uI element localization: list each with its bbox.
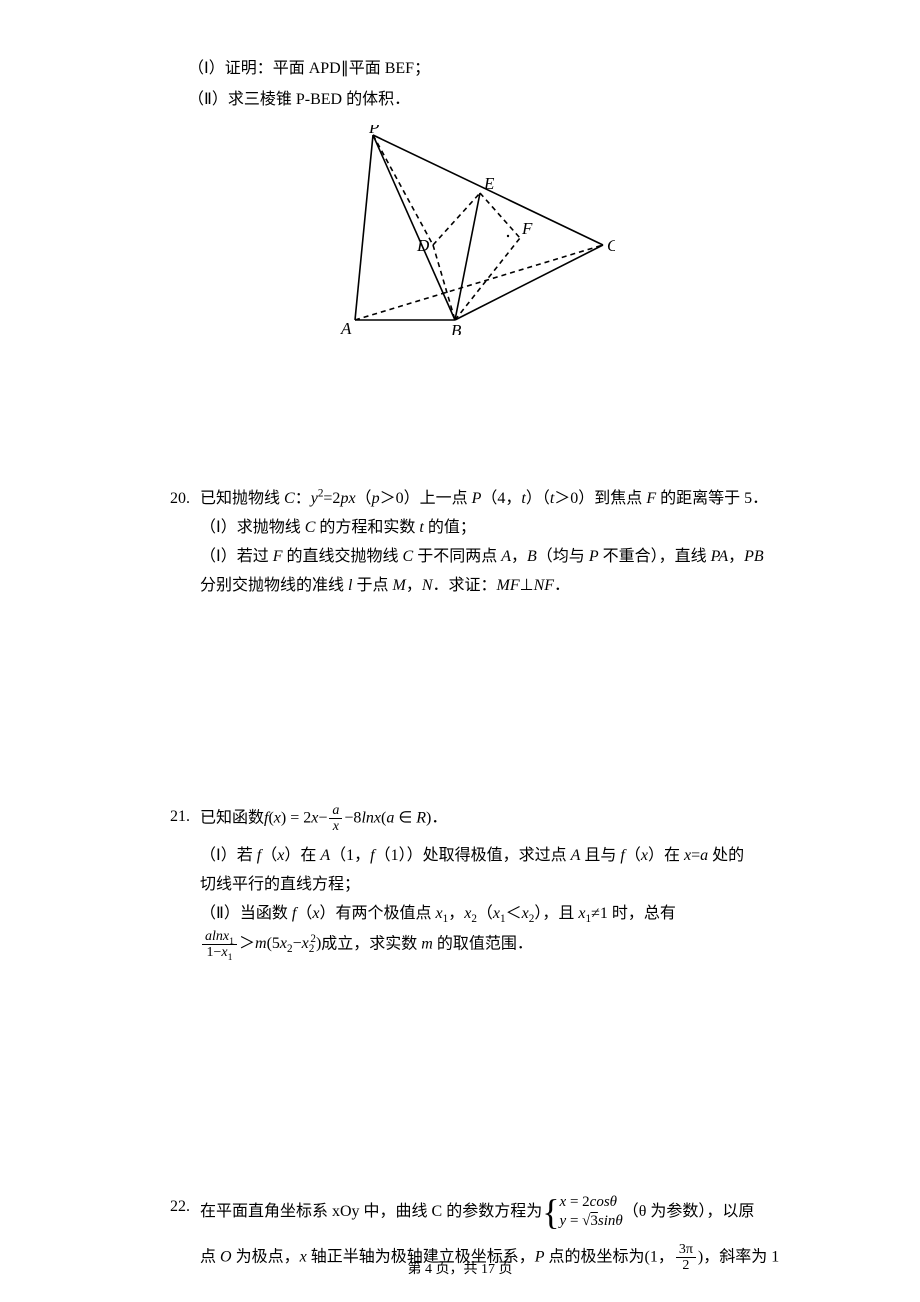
q22-lead-post: （θ 为参数），以原 — [623, 1203, 755, 1220]
svg-text:E: E — [483, 174, 495, 193]
q20-body: 已知抛物线 C：y2=2px（p＞0）上一点 P（4，t）（t＞0）到焦点 F … — [200, 485, 780, 600]
q19-figure: P E F C D A B — [160, 125, 780, 346]
svg-text:A: A — [340, 319, 352, 335]
q21-number: 21. — [160, 803, 190, 832]
q22-number: 22. — [160, 1193, 190, 1222]
q20-part2a: （Ⅰ）若过 F 的直线交抛物线 C 于不同两点 A，B（均与 P 不重合），直线… — [200, 543, 780, 572]
q20-number: 20. — [160, 485, 190, 514]
q20-part1: （Ⅰ）求抛物线 C 的方程和实数 t 的值； — [200, 514, 780, 543]
q21-part1b: 切线平行的直线方程； — [200, 871, 780, 900]
q19-geometry-svg: P E F C D A B — [325, 125, 615, 335]
svg-text:B: B — [451, 321, 462, 335]
q19-part1-text: （Ⅰ）证明：平面 APD∥平面 BEF； — [188, 60, 430, 77]
q21-lead: 已知函数f(x) = 2x−ax−8lnx(a ∈ R)． — [200, 803, 780, 835]
q19-part1: （Ⅰ）证明：平面 APD∥平面 BEF； — [160, 55, 780, 84]
q21-part2b: alnx11−x1＞m(5x2−x22)成立，求实数 m 的取值范围． — [200, 929, 780, 961]
problem-20: 20. 已知抛物线 C：y2=2px（p＞0）上一点 P（4，t）（t＞0）到焦… — [160, 485, 780, 600]
svg-text:P: P — [368, 125, 379, 137]
svg-text:F: F — [521, 219, 533, 238]
q21-frac-den: x — [329, 819, 342, 834]
svg-text:D: D — [416, 236, 430, 255]
q22-param-block: x = 2cosθ y = √3sinθ — [560, 1193, 623, 1232]
q20-lead: 已知抛物线 C：y2=2px（p＞0）上一点 P（4，t）（t＞0）到焦点 F … — [200, 485, 780, 514]
svg-text:C: C — [607, 236, 615, 255]
q22-lead: 在平面直角坐标系 xOy 中，曲线 C 的参数方程为{ x = 2cosθ y … — [200, 1193, 780, 1232]
q22-lead-pre: 在平面直角坐标系 xOy 中，曲线 C 的参数方程为 — [200, 1203, 542, 1220]
q19-part2: （Ⅱ）求三棱锥 P-BED 的体积． — [160, 86, 780, 115]
q21-part2a: （Ⅱ）当函数 f（x）有两个极值点 x1，x2（x1＜x2），且 x1≠1 时，… — [200, 900, 780, 929]
q22-frac2-num: 3π — [676, 1242, 696, 1258]
q21-frac-num: a — [329, 803, 342, 819]
q19-part2-text: （Ⅱ）求三棱锥 P-BED 的体积． — [188, 91, 410, 108]
q20-part2b: 分别交抛物线的准线 l 于点 M，N．求证：MF⊥NF． — [200, 572, 780, 601]
problem-21: 21. 已知函数f(x) = 2x−ax−8lnx(a ∈ R)． （Ⅰ）若 f… — [160, 803, 780, 961]
q21-lead-pre: 已知函数 — [200, 809, 264, 826]
page-footer: 第 4 页，共 17 页 — [0, 1257, 920, 1282]
q21-part1a: （Ⅰ）若 f（x）在 A（1，f（1））处取得极值，求过点 A 且与 f（x）在… — [200, 842, 780, 871]
q21-body: 已知函数f(x) = 2x−ax−8lnx(a ∈ R)． （Ⅰ）若 f（x）在… — [200, 803, 780, 961]
